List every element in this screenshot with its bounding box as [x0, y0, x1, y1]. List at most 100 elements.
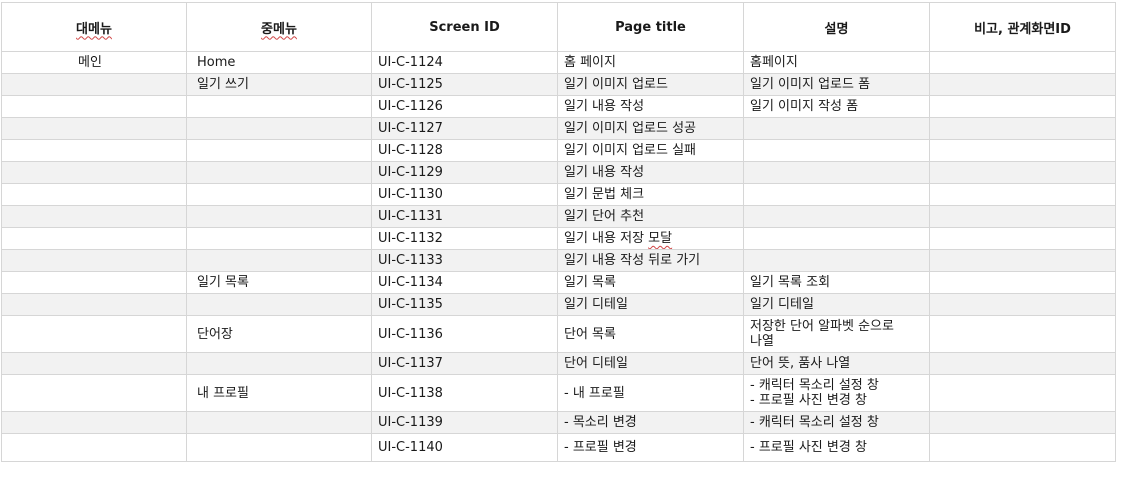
cell-description	[743, 161, 930, 184]
cell-screen-id: UI-C-1136	[371, 315, 558, 353]
cell-description: 일기 이미지 업로드 폼	[743, 73, 930, 96]
cell-sub-menu: 일기 쓰기	[186, 73, 372, 96]
cell-sub-menu: 내 프로필	[186, 374, 372, 412]
description-line: - 캐릭터 목소리 설정 창	[750, 378, 879, 393]
table-body: 메인 Home UI-C-1124 홈 페이지 홈페이지 일기 쓰기 UI-C-1125 일기…	[1, 51, 1116, 462]
cell-page-title: - 내 프로필	[557, 374, 744, 412]
cell-sub-menu	[186, 95, 372, 118]
page-title-text: 일기 디테일	[564, 297, 628, 312]
cell-page-title: 일기 내용 저장 모달	[557, 227, 744, 250]
cell-screen-id: UI-C-1127	[371, 117, 558, 140]
cell-note	[929, 315, 1116, 353]
cell-main-menu	[1, 315, 187, 353]
description-line: 홈페이지	[750, 55, 798, 70]
description-line: - 프로필 사진 변경 창	[750, 440, 867, 455]
cell-description: 일기 디테일	[743, 293, 930, 316]
cell-description	[743, 205, 930, 228]
cell-screen-id: UI-C-1130	[371, 183, 558, 206]
page-title-text: - 내 프로필	[564, 385, 625, 401]
cell-page-title: 일기 이미지 업로드 성공	[557, 117, 744, 140]
cell-note	[929, 95, 1116, 118]
cell-main-menu	[1, 117, 187, 140]
cell-screen-id: UI-C-1126	[371, 95, 558, 118]
cell-description: - 캐릭터 목소리 설정 창	[743, 411, 930, 434]
header-main-menu: 대메뉴	[1, 2, 187, 52]
table-row: UI-C-1126 일기 내용 작성 일기 이미지 작성 폼	[1, 95, 1116, 118]
header-row: 대메뉴 중메뉴 Screen ID Page title 설명 비고, 관계화면…	[1, 2, 1116, 52]
cell-main-menu	[1, 249, 187, 272]
header-sub-menu: 중메뉴	[186, 2, 372, 52]
cell-page-title: 일기 이미지 업로드	[557, 73, 744, 96]
page-title-text: 일기 단어 추천	[564, 209, 645, 224]
cell-screen-id: UI-C-1135	[371, 293, 558, 316]
cell-sub-menu	[186, 433, 372, 462]
cell-description	[743, 249, 930, 272]
page-title-text: 일기 이미지 업로드 성공	[564, 121, 696, 136]
cell-note	[929, 352, 1116, 375]
cell-main-menu	[1, 227, 187, 250]
table-row: 단어장 UI-C-1136 단어 목록 저장한 단어 알파벳 순으로 나열	[1, 315, 1116, 353]
cell-main-menu	[1, 183, 187, 206]
cell-description	[743, 183, 930, 206]
cell-screen-id: UI-C-1132	[371, 227, 558, 250]
cell-main-menu	[1, 139, 187, 162]
cell-page-title: - 프로필 변경	[557, 433, 744, 462]
header-page-title: Page title	[557, 2, 744, 52]
cell-description: 일기 이미지 작성 폼	[743, 95, 930, 118]
cell-screen-id: UI-C-1128	[371, 139, 558, 162]
table-row: UI-C-1139 - 목소리 변경 - 캐릭터 목소리 설정 창	[1, 411, 1116, 434]
description-line: - 프로필 사진 변경 창	[750, 393, 867, 408]
cell-sub-menu	[186, 117, 372, 140]
cell-main-menu	[1, 271, 187, 294]
header-note-label: 비고, 관계화면ID	[974, 21, 1071, 37]
cell-note	[929, 293, 1116, 316]
cell-note	[929, 433, 1116, 462]
cell-sub-menu	[186, 205, 372, 228]
page-title-text: 일기 내용 작성 뒤로 가기	[564, 253, 701, 268]
cell-note	[929, 139, 1116, 162]
cell-sub-menu	[186, 411, 372, 434]
cell-sub-menu	[186, 227, 372, 250]
description-line: 저장한 단어 알파벳 순으로	[750, 319, 894, 334]
cell-sub-menu	[186, 161, 372, 184]
header-note: 비고, 관계화면ID	[929, 2, 1116, 52]
table-row: UI-C-1137 단어 디테일 단어 뜻, 품사 나열	[1, 352, 1116, 375]
cell-main-menu	[1, 293, 187, 316]
table-row: UI-C-1133 일기 내용 작성 뒤로 가기	[1, 249, 1116, 272]
cell-page-title: 일기 디테일	[557, 293, 744, 316]
cell-sub-menu: 단어장	[186, 315, 372, 353]
table-row: UI-C-1135 일기 디테일 일기 디테일	[1, 293, 1116, 316]
cell-description: - 캐릭터 목소리 설정 창- 프로필 사진 변경 창	[743, 374, 930, 412]
header-description-label: 설명	[824, 21, 849, 37]
cell-screen-id: UI-C-1137	[371, 352, 558, 375]
header-screen-id-label: Screen ID	[429, 19, 500, 35]
cell-screen-id: UI-C-1133	[371, 249, 558, 272]
cell-screen-id: UI-C-1134	[371, 271, 558, 294]
cell-description	[743, 117, 930, 140]
table-row: 일기 쓰기 UI-C-1125 일기 이미지 업로드 일기 이미지 업로드 폼	[1, 73, 1116, 96]
page-title-text: 단어 목록	[564, 326, 616, 342]
page-title-text: 일기 문법 체크	[564, 187, 645, 202]
cell-note	[929, 411, 1116, 434]
cell-sub-menu	[186, 139, 372, 162]
cell-note	[929, 73, 1116, 96]
cell-main-menu	[1, 161, 187, 184]
description-line: 일기 이미지 업로드 폼	[750, 77, 871, 92]
cell-sub-menu: Home	[186, 51, 372, 74]
description-line: - 캐릭터 목소리 설정 창	[750, 415, 879, 430]
cell-sub-menu	[186, 249, 372, 272]
cell-screen-id: UI-C-1131	[371, 205, 558, 228]
page-title-text: 일기 내용 작성	[564, 165, 645, 180]
cell-description: 일기 목록 조회	[743, 271, 930, 294]
page-title-text: 단어 디테일	[564, 356, 628, 371]
cell-note	[929, 161, 1116, 184]
page-title-text: 일기 목록	[564, 275, 616, 290]
table-row: 일기 목록 UI-C-1134 일기 목록 일기 목록 조회	[1, 271, 1116, 294]
cell-page-title: 일기 단어 추천	[557, 205, 744, 228]
cell-main-menu	[1, 374, 187, 412]
cell-page-title: - 목소리 변경	[557, 411, 744, 434]
spellcheck-word: 모달	[648, 231, 673, 246]
cell-screen-id: UI-C-1140	[371, 433, 558, 462]
table-row: UI-C-1131 일기 단어 추천	[1, 205, 1116, 228]
cell-sub-menu	[186, 293, 372, 316]
